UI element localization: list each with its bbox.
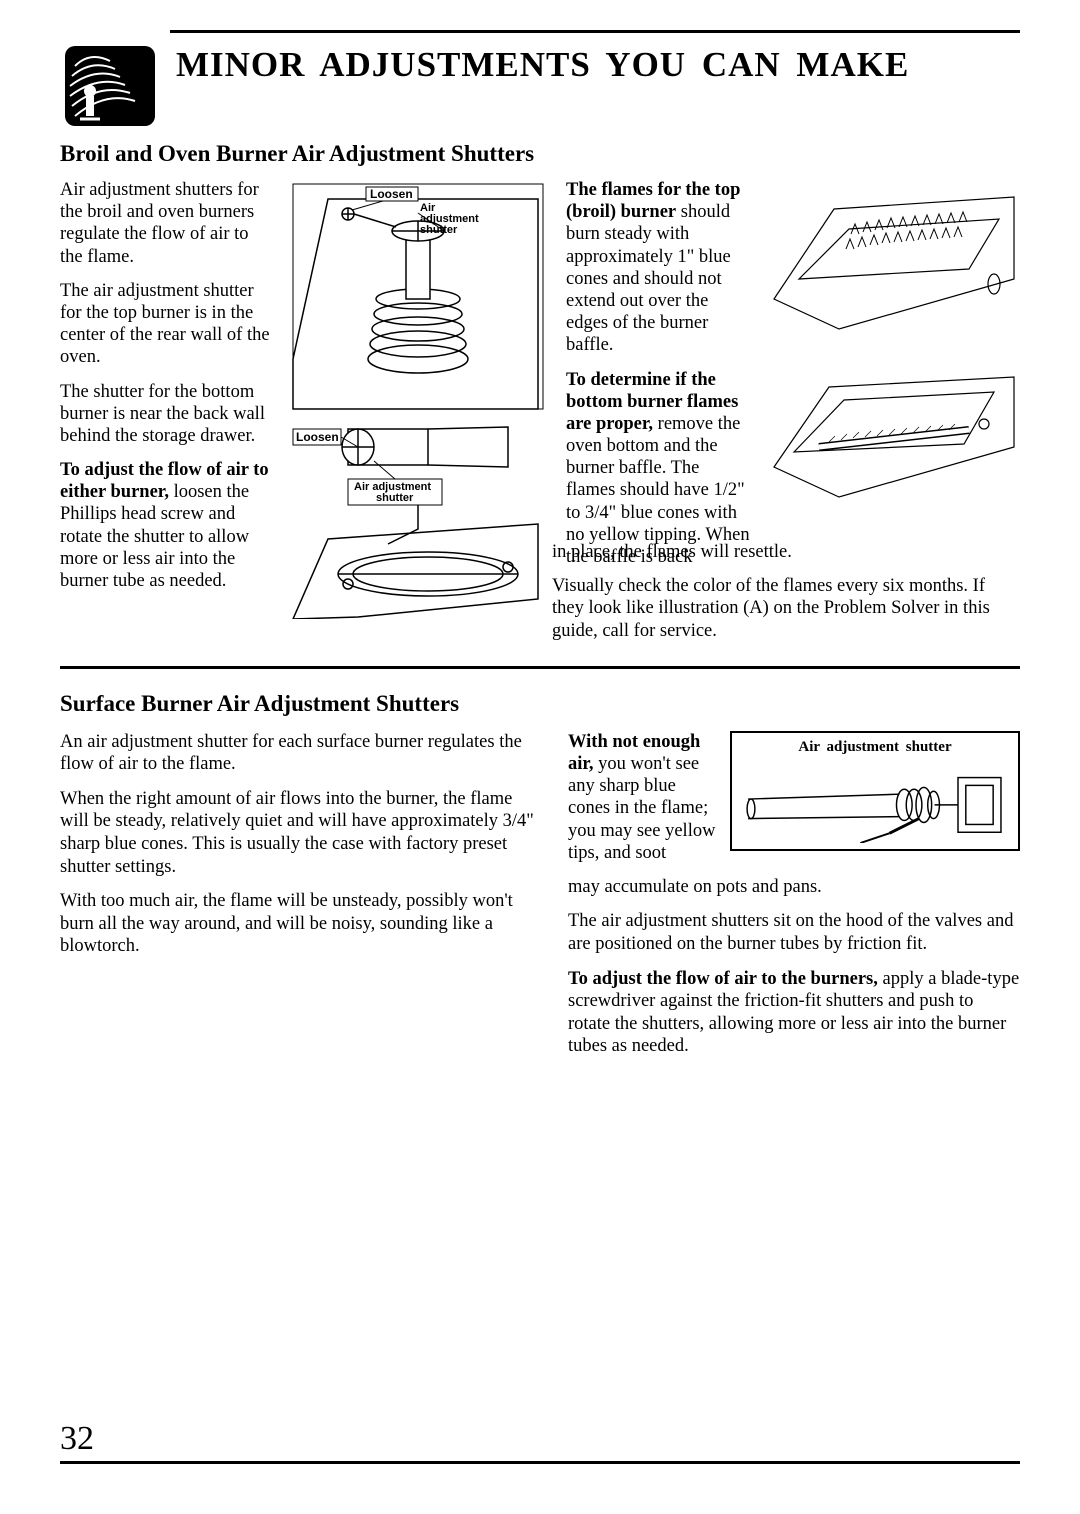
s2c1-p3: With too much air, the flame will be uns…	[60, 890, 544, 958]
svg-text:shutter: shutter	[420, 224, 458, 236]
page-title: MINOR ADJUSTMENTS YOU CAN MAKE	[176, 45, 909, 85]
s1c1-p4: To adjust the flow of air to either burn…	[60, 459, 270, 592]
svg-text:shutter: shutter	[376, 492, 414, 504]
s2c1-p1: An air adjustment shutter for each surfa…	[60, 731, 544, 776]
s1c1-p2: The air adjustment shutter for the top b…	[60, 280, 270, 369]
oven-bottom-figure	[769, 352, 1019, 507]
section2-col1: An air adjustment shutter for each surfa…	[60, 731, 544, 1070]
s2c2-adjust: To adjust the flow of air to the burners…	[568, 968, 1020, 1058]
section-divider	[60, 666, 1020, 669]
air-shutter-caption: Air adjustment shutter	[798, 739, 951, 756]
section1-figure: Loosen Air adjustment shutter Loosen Air…	[288, 179, 548, 619]
s1-bw-visual: Visually check the color of the flames e…	[552, 575, 1012, 642]
section2-col2: With not enough air, you won't see any s…	[568, 731, 1020, 1070]
s1c3-p1: The flames for the top (broil) burner sh…	[566, 179, 751, 357]
s2c1-p2: When the right amount of air flows into …	[60, 788, 544, 878]
bottom-rule	[60, 1461, 1020, 1464]
fig-label-loosen: Loosen	[370, 187, 413, 201]
s2c2-adj-bold: To adjust the flow of air to the burners…	[568, 969, 878, 989]
section1-heading: Broil and Oven Burner Air Adjustment Shu…	[60, 141, 1020, 167]
s2c2-cont: may accumulate on pots and pans.	[568, 876, 1020, 899]
section2-heading: Surface Burner Air Adjustment Shutters	[60, 691, 1020, 717]
s1c1-p1: Air adjustment shutters for the broil an…	[60, 179, 270, 268]
section1-col1: Air adjustment shutters for the broil an…	[60, 179, 270, 619]
s1c1-p3: The shutter for the bottom burner is nea…	[60, 381, 270, 448]
section2-body: An air adjustment shutter for each surfa…	[60, 731, 1020, 1070]
section2-row1: With not enough air, you won't see any s…	[568, 731, 1020, 864]
section1-right-figures	[769, 179, 1019, 619]
s2c2-row1-text: With not enough air, you won't see any s…	[568, 731, 718, 864]
header-row: MINOR ADJUSTMENTS YOU CAN MAKE	[60, 41, 1020, 131]
s2c2-sit: The air adjustment shutters sit on the h…	[568, 910, 1020, 955]
broil-flame-figure	[769, 179, 1019, 334]
top-rule	[170, 30, 1020, 33]
logo-icon	[60, 41, 160, 131]
s1c3-p2: To determine if the bottom burner flames…	[566, 369, 751, 569]
section1-body: Air adjustment shutters for the broil an…	[60, 179, 1020, 619]
air-shutter-figure: Air adjustment shutter	[730, 731, 1020, 851]
page-number: 32	[60, 1420, 94, 1458]
fig-label-loosen2: Loosen	[296, 430, 339, 444]
s1c3-p1-rest: should burn steady with approximately 1"…	[566, 202, 731, 355]
